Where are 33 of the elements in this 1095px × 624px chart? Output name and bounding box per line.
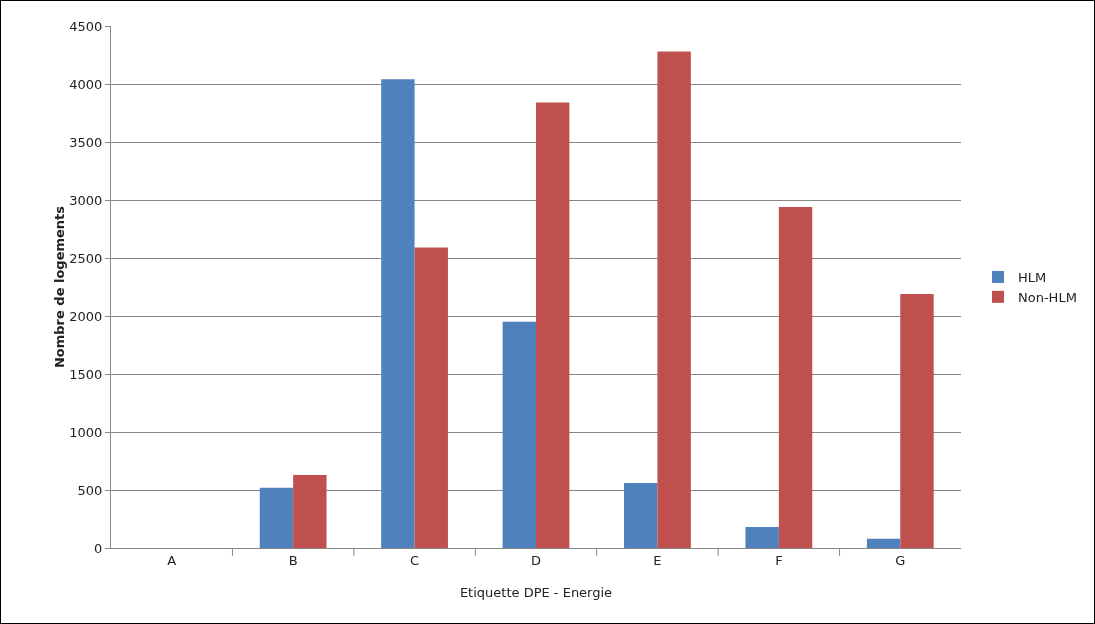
bar xyxy=(293,474,327,548)
bar xyxy=(259,487,294,548)
bar xyxy=(381,79,415,548)
x-tick-label: D xyxy=(530,552,542,568)
bar xyxy=(414,247,448,548)
x-tick-label: E xyxy=(653,552,662,568)
y-tick-label: 1500 xyxy=(69,366,103,382)
y-tick-label: 3000 xyxy=(69,192,103,208)
bar xyxy=(536,102,570,548)
y-tick-label: 3500 xyxy=(69,134,103,150)
bar xyxy=(778,206,813,548)
x-tick-label: G xyxy=(895,552,906,568)
bar xyxy=(502,321,536,548)
bar xyxy=(745,527,779,548)
bar xyxy=(657,51,691,548)
x-tick-label: B xyxy=(288,552,298,568)
x-tick-label: A xyxy=(167,552,177,568)
y-tick-label: 0 xyxy=(94,540,103,556)
x-tick-label: F xyxy=(775,552,783,568)
legend-label: HLM xyxy=(1018,270,1047,286)
y-tick-label: 2000 xyxy=(69,308,103,324)
y-axis-title: Nombre de logements xyxy=(52,205,68,369)
y-tick-label: 4000 xyxy=(69,76,103,92)
y-tick-label: 1000 xyxy=(69,424,103,440)
y-tick-label: 2500 xyxy=(69,250,103,266)
x-axis-title: Etiquette DPE - Energie xyxy=(459,585,613,600)
x-tick-label: C xyxy=(410,552,420,568)
y-tick-label: 500 xyxy=(77,482,103,498)
bar xyxy=(866,538,901,548)
bar xyxy=(624,483,658,548)
bar xyxy=(900,293,934,548)
legend-label: Non-HLM xyxy=(1018,289,1077,305)
y-tick-label: 4500 xyxy=(69,18,103,34)
